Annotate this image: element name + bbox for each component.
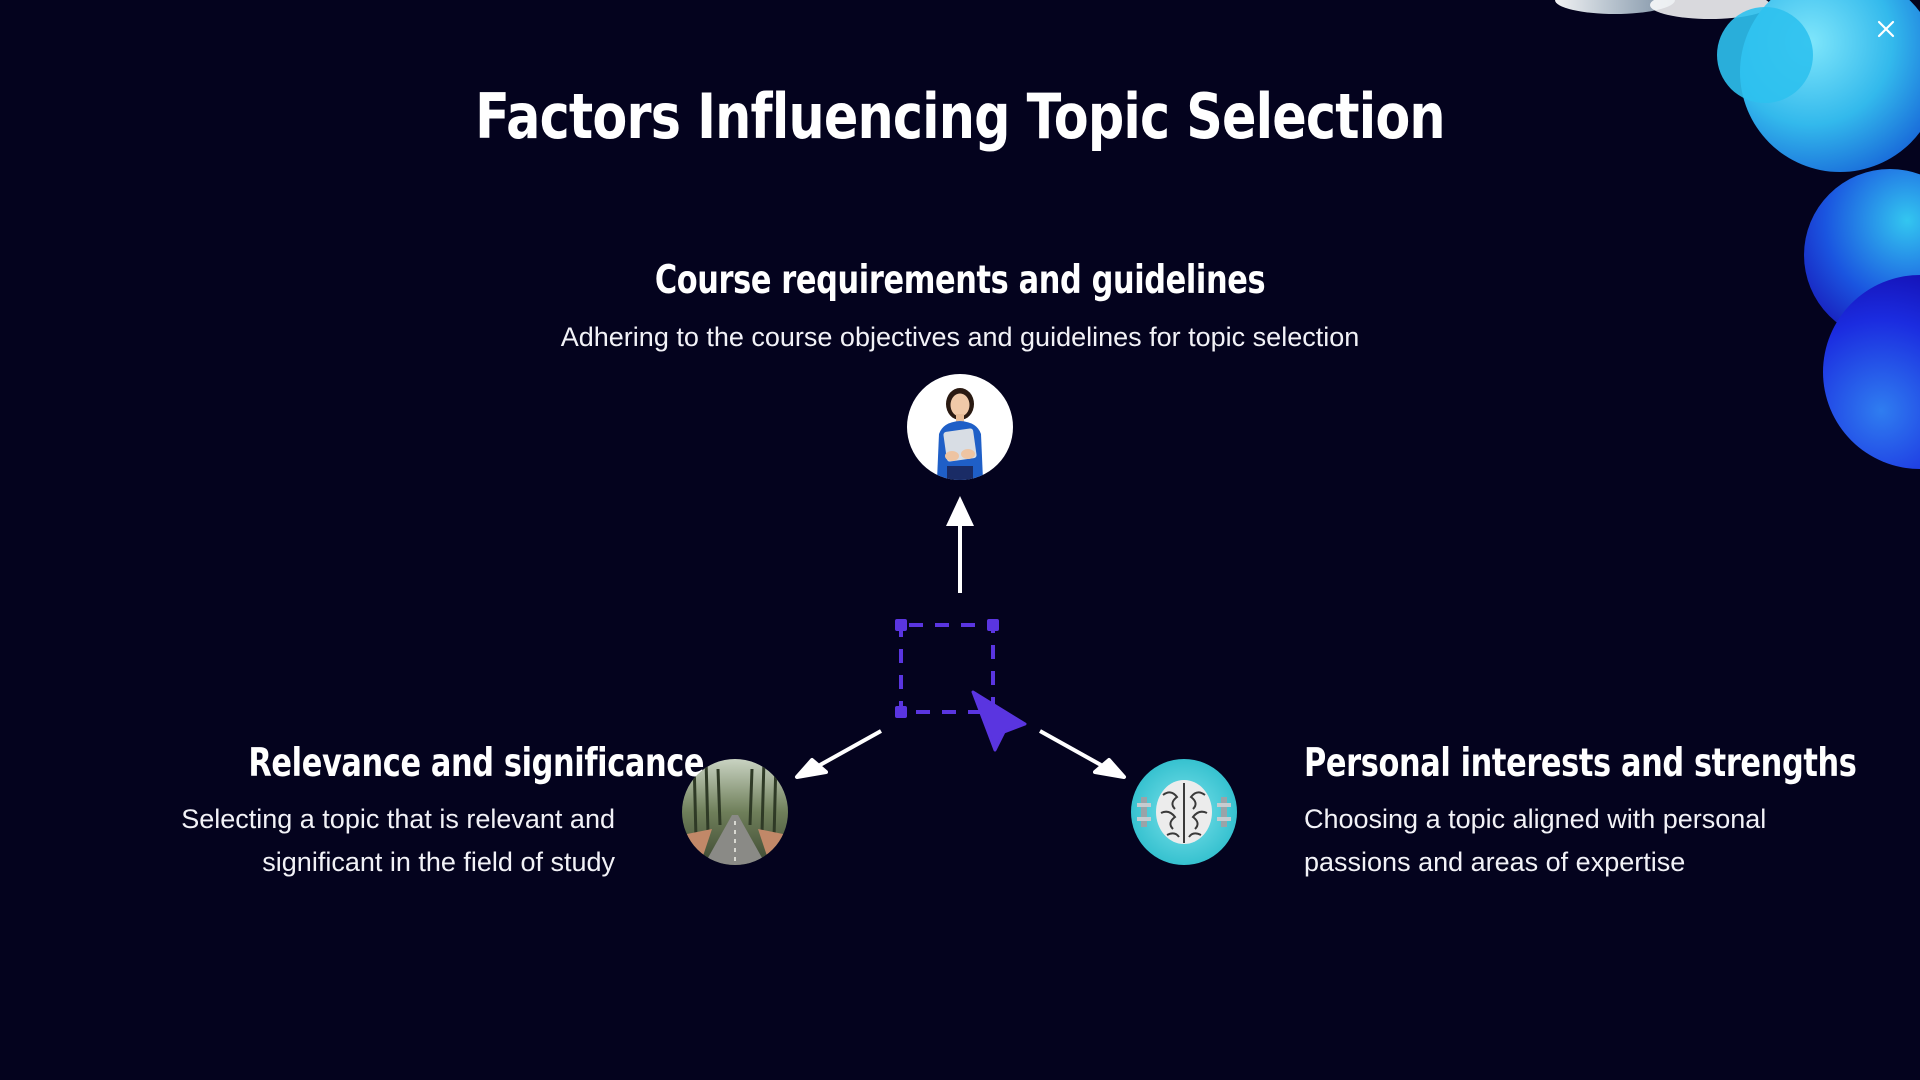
cursor-pointer-icon xyxy=(971,690,1027,752)
slide-title: Factors Influencing Topic Selection xyxy=(475,80,1445,153)
close-icon xyxy=(1877,20,1895,38)
factor-description-relevance: Selecting a topic that is relevant and s… xyxy=(181,804,615,877)
factor-heading-course-requirements: Course requirements and guidelines xyxy=(654,258,1266,303)
factor-heading-relevance: Relevance and significance xyxy=(248,741,705,786)
arrow-down-right-icon xyxy=(1039,729,1126,779)
woman-holding-laptop-image xyxy=(907,374,1013,480)
close-button[interactable] xyxy=(1869,12,1903,46)
arrow-up-icon xyxy=(946,496,974,593)
selection-box-icon xyxy=(895,619,999,718)
arrow-down-left-icon xyxy=(795,729,882,779)
tree-lined-road-image xyxy=(682,759,788,865)
factor-heading-personal-interests: Personal interests and strengths xyxy=(1304,741,1857,786)
brain-with-dumbbells-image xyxy=(1131,759,1237,865)
factor-description-personal-interests: Choosing a topic aligned with personal p… xyxy=(1304,804,1767,877)
factor-description-course-requirements: Adhering to the course objectives and gu… xyxy=(560,322,1360,352)
